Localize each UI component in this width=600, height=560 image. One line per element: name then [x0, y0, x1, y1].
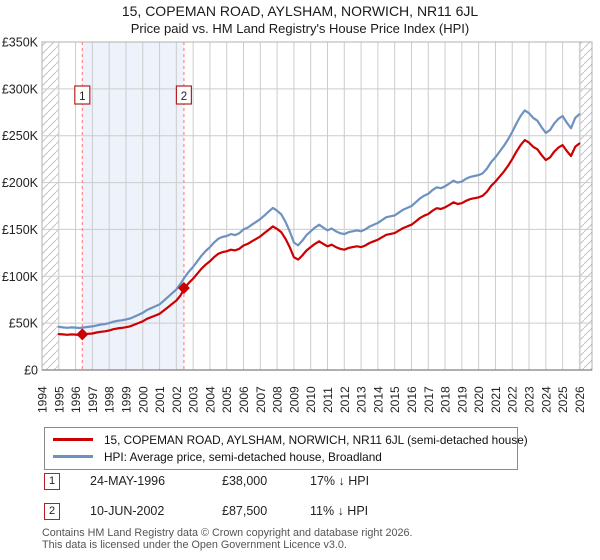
sale-2-price: £87,500 [222, 504, 268, 518]
hatch-region-2 [579, 41, 593, 371]
x-tick-label: 1997 [86, 386, 100, 413]
x-tick-label: 2001 [153, 386, 167, 413]
sale-1-number-badge: 1 [44, 473, 60, 490]
x-tick-label: 2022 [506, 386, 520, 413]
x-tick-label: 1995 [52, 386, 66, 413]
x-tick-label: 1994 [36, 386, 50, 413]
x-tick-label: 2026 [573, 386, 587, 413]
x-tick-label: 2008 [271, 386, 285, 413]
sale-1-chart-badge-label: 1 [79, 91, 85, 103]
y-axis-tick-labels: £0 £50K £100K £150K £200K £250K £300K £350K [2, 36, 39, 378]
property-price-line [57, 139, 581, 336]
legend-row-hpi: HPI: Average price, semi-detached house,… [53, 448, 509, 465]
x-tick-label: 2009 [287, 386, 301, 413]
x-tick-label: 2007 [254, 386, 268, 413]
x-tick-label: 2024 [539, 386, 553, 413]
sale-2-number-badge: 2 [44, 503, 60, 520]
sale-1-chart-badge [74, 85, 91, 105]
x-tick-label: 2025 [556, 386, 570, 413]
sale-1-marker [76, 328, 89, 341]
legend-label-hpi: HPI: Average price, semi-detached house,… [104, 449, 382, 464]
y-tick-label: £250K [2, 129, 39, 143]
data-series-lines [57, 109, 581, 336]
sale-point-markers [76, 282, 190, 341]
y-tick-label: £300K [2, 82, 39, 96]
sale-1-date: 24-MAY-1996 [90, 474, 166, 488]
footer-line-1: Contains HM Land Registry data © Crown c… [42, 527, 413, 539]
x-tick-label: 1998 [103, 386, 117, 413]
sale-1-price: £38,000 [222, 474, 268, 488]
x-tick-label: 2003 [187, 386, 201, 413]
plot-border [41, 41, 593, 371]
x-tick-label: 2004 [203, 386, 217, 413]
property-line-swatch [53, 438, 93, 441]
x-tick-label: 2006 [237, 386, 251, 413]
y-tick-label: £100K [2, 270, 39, 284]
x-tick-label: 2017 [422, 386, 436, 413]
x-tick-label: 2016 [405, 386, 419, 413]
y-tick-label: £150K [2, 223, 39, 237]
x-tick-label: 2012 [338, 386, 352, 413]
x-tick-label: 2011 [321, 387, 335, 413]
page-subtitle: Price paid vs. HM Land Registry's House … [130, 21, 470, 36]
sale-2-date: 10-JUN-2002 [90, 504, 165, 518]
hpi-line [57, 109, 581, 330]
legend-row-property: 15, COPEMAN ROAD, AYLSHAM, NORWICH, NR11… [53, 431, 528, 448]
x-tick-label: 2000 [136, 386, 150, 413]
copyright-footer: Contains HM Land Registry data © Crown c… [42, 527, 413, 551]
x-tick-label: 2018 [439, 386, 453, 413]
x-tick-label: 1999 [119, 386, 133, 413]
highlight-band [82, 42, 184, 370]
sale-1-vs-hpi: 17% ↓ HPI [310, 474, 370, 488]
x-tick-label: 2015 [388, 386, 402, 413]
sale-2-chart-badge [175, 85, 193, 105]
chart-legend: 15, COPEMAN ROAD, AYLSHAM, NORWICH, NR11… [44, 427, 528, 470]
x-tick-label: 2020 [472, 386, 486, 413]
between-sales-highlight-band [82, 42, 184, 370]
hatch-region-1 [41, 41, 60, 371]
x-tick-label: 2005 [220, 386, 234, 413]
footer-line-2: This data is licensed under the Open Gov… [42, 538, 347, 551]
sale-2-marker [177, 282, 190, 294]
x-tick-label: 2023 [523, 386, 537, 413]
sale-row-1: 1 24-MAY-1996 £38,000 17% ↓ HPI [0, 473, 600, 491]
legend-label-property: 15, COPEMAN ROAD, AYLSHAM, NORWICH, NR11… [104, 432, 528, 447]
x-tick-label: 2014 [371, 386, 385, 413]
hpi-line-swatch [53, 455, 93, 458]
y-tick-label: £0 [24, 364, 38, 378]
page-title: 15, COPEMAN ROAD, AYLSHAM, NORWICH, NR11… [121, 3, 479, 19]
x-tick-label: 2019 [455, 386, 469, 413]
y-tick-label: £200K [2, 176, 39, 190]
x-tick-label: 1996 [69, 386, 83, 413]
x-tick-label: 2021 [489, 386, 503, 413]
x-tick-label: 2010 [304, 386, 318, 413]
sale-row-2: 2 10-JUN-2002 £87,500 11% ↓ HPI [0, 503, 600, 521]
gridlines [41, 41, 592, 371]
y-tick-label: £350K [2, 36, 39, 50]
sale-2-chart-badge-label: 2 [181, 91, 187, 103]
x-axis-tick-labels: 1994 1995 1996 1997 1998 1999 2000 2001 2002 2003… [36, 386, 587, 413]
x-tick-label: 2013 [355, 386, 369, 413]
sale-2-vs-hpi: 11% ↓ HPI [310, 504, 369, 518]
y-tick-label: £50K [9, 317, 39, 331]
x-tick-label: 2002 [170, 386, 184, 413]
